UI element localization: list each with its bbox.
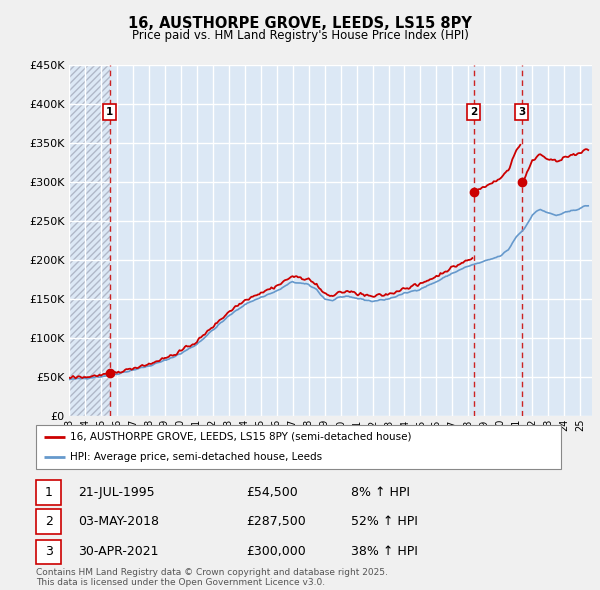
FancyBboxPatch shape <box>36 510 61 535</box>
FancyBboxPatch shape <box>36 480 61 505</box>
Text: 1: 1 <box>106 107 113 117</box>
Text: 3: 3 <box>44 545 53 559</box>
Text: Contains HM Land Registry data © Crown copyright and database right 2025.
This d: Contains HM Land Registry data © Crown c… <box>36 568 388 587</box>
Text: 30-APR-2021: 30-APR-2021 <box>78 545 158 559</box>
Text: 2: 2 <box>470 107 477 117</box>
FancyBboxPatch shape <box>36 539 61 564</box>
Text: 52% ↑ HPI: 52% ↑ HPI <box>351 515 418 529</box>
Text: £54,500: £54,500 <box>246 486 298 499</box>
Text: 16, AUSTHORPE GROVE, LEEDS, LS15 8PY: 16, AUSTHORPE GROVE, LEEDS, LS15 8PY <box>128 16 472 31</box>
Text: 38% ↑ HPI: 38% ↑ HPI <box>351 545 418 559</box>
Text: 16, AUSTHORPE GROVE, LEEDS, LS15 8PY (semi-detached house): 16, AUSTHORPE GROVE, LEEDS, LS15 8PY (se… <box>70 432 412 442</box>
Text: 2: 2 <box>44 515 53 529</box>
Text: £287,500: £287,500 <box>246 515 306 529</box>
Text: 8% ↑ HPI: 8% ↑ HPI <box>351 486 410 499</box>
Text: HPI: Average price, semi-detached house, Leeds: HPI: Average price, semi-detached house,… <box>70 452 322 462</box>
Text: 03-MAY-2018: 03-MAY-2018 <box>78 515 159 529</box>
Text: 1: 1 <box>44 486 53 499</box>
Text: Price paid vs. HM Land Registry's House Price Index (HPI): Price paid vs. HM Land Registry's House … <box>131 30 469 42</box>
Text: 3: 3 <box>518 107 525 117</box>
Text: £300,000: £300,000 <box>246 545 306 559</box>
FancyBboxPatch shape <box>36 425 561 469</box>
Text: 21-JUL-1995: 21-JUL-1995 <box>78 486 155 499</box>
